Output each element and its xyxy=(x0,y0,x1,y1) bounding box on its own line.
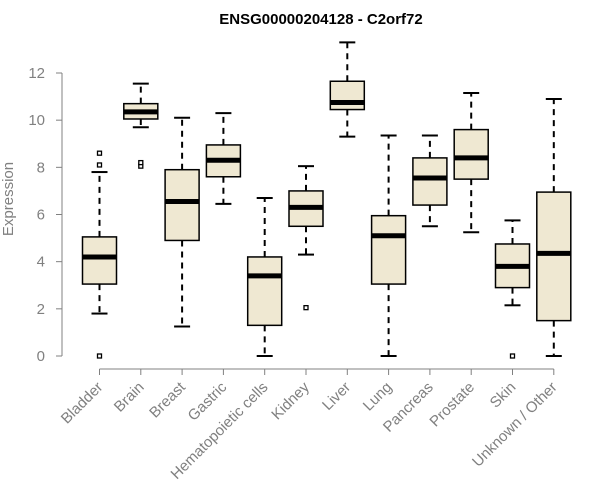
outlier-point xyxy=(138,159,144,166)
iqr-box xyxy=(164,168,200,242)
outlier-point xyxy=(509,353,516,359)
box-hematopoietic-cells xyxy=(246,196,283,357)
y-tick-label: 4 xyxy=(37,254,45,271)
iqr-box xyxy=(370,214,407,285)
outlier-point xyxy=(96,162,103,168)
y-tick-label: 8 xyxy=(37,159,45,176)
box-prostate xyxy=(453,92,489,234)
box-kidney xyxy=(288,165,324,311)
x-tick-label: Liver xyxy=(319,379,354,414)
box-brain xyxy=(123,82,159,169)
y-tick-label: 0 xyxy=(37,348,45,365)
box-liver xyxy=(329,41,366,138)
y-tick-label: 2 xyxy=(37,301,45,318)
y-axis-label: Expression xyxy=(0,162,17,236)
iqr-box xyxy=(453,128,489,180)
box-skin xyxy=(494,219,531,359)
box-gastric xyxy=(205,112,242,205)
iqr-box xyxy=(536,191,572,322)
iqr-box xyxy=(246,256,283,327)
x-tick-label: Breast xyxy=(146,378,189,421)
outlier-point xyxy=(303,305,309,311)
iqr-box xyxy=(81,236,118,285)
y-tick-label: 6 xyxy=(37,207,45,224)
box-lung xyxy=(370,134,407,357)
y-tick-label: 12 xyxy=(28,65,45,82)
box-bladder xyxy=(81,150,118,359)
x-tick-label: Kidney xyxy=(268,378,313,423)
x-tick-label: Bladder xyxy=(58,379,107,428)
x-tick-label: Lung xyxy=(360,379,396,415)
outlier-point xyxy=(96,150,103,156)
y-axis: 0 2 4 6 8 10 12 xyxy=(28,65,63,365)
outlier-point xyxy=(96,353,103,359)
box-breast xyxy=(164,116,200,328)
box-pancreas xyxy=(412,134,448,228)
iqr-box xyxy=(412,157,448,206)
boxes-group xyxy=(81,41,572,359)
iqr-box xyxy=(329,80,366,111)
x-tick-label: Brain xyxy=(111,379,148,416)
box-unknown-other xyxy=(536,97,572,357)
chart-title: ENSG00000204128 - C2orf72 xyxy=(219,11,422,28)
x-tick-label: Prostate xyxy=(426,379,478,431)
x-tick-label: Skin xyxy=(487,379,520,412)
y-tick-label: 10 xyxy=(28,112,45,129)
